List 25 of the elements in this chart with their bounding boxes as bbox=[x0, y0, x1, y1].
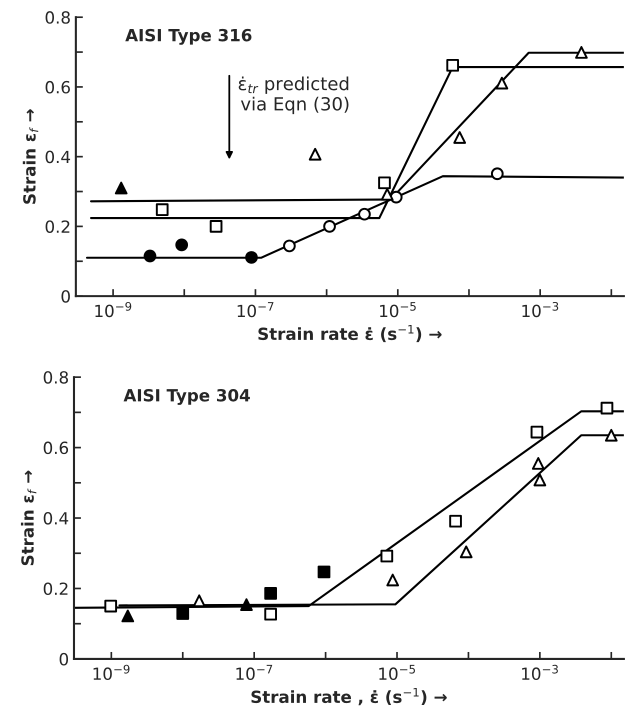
x-axis-title: Strain rate ε̇ (s$^{−1}$) → bbox=[258, 325, 442, 342]
x-tick-label: 10$^{−9}$ bbox=[94, 664, 130, 680]
y-tick-label: 0.8 bbox=[44, 371, 68, 384]
annotation: ε̇$_{tr}$ predicted via Eqn (30) bbox=[238, 76, 348, 114]
y-axis-title: Strain ε$_{f}$ → bbox=[22, 109, 38, 204]
y-tick-label: 0.2 bbox=[44, 582, 68, 596]
x-axis-title: Strain rate , ε̇ (s$^{−1}$) → bbox=[251, 688, 447, 706]
x-tick-label: 10$^{−5}$ bbox=[379, 664, 415, 680]
text: AISI Type 304 bbox=[124, 388, 250, 405]
x-tick-label: 10$^{−5}$ bbox=[380, 302, 416, 318]
y-tick-label: 0 bbox=[62, 290, 70, 303]
y-tick-label: 0.8 bbox=[46, 11, 70, 24]
y-tick-label: 0.6 bbox=[44, 442, 68, 454]
y-tick-label: 0.6 bbox=[46, 80, 70, 94]
y-tick-label: 0 bbox=[60, 652, 68, 666]
text: AISI Type 316 bbox=[125, 28, 252, 45]
y-tick-label: 0.4 bbox=[46, 150, 70, 164]
y-tick-label: 0.2 bbox=[46, 220, 70, 233]
y-axis-title: Strain ε$_{f}$ → bbox=[20, 470, 36, 566]
x-tick-label: 10$^{−3}$ bbox=[522, 664, 558, 680]
x-tick-label: 10$^{−7}$ bbox=[236, 664, 272, 680]
x-tick-label: 10$^{−3}$ bbox=[522, 302, 558, 318]
x-tick-label: 10$^{−7}$ bbox=[238, 302, 274, 318]
y-tick-label: 0.4 bbox=[44, 512, 68, 525]
x-tick-label: 10$^{−9}$ bbox=[95, 302, 132, 318]
